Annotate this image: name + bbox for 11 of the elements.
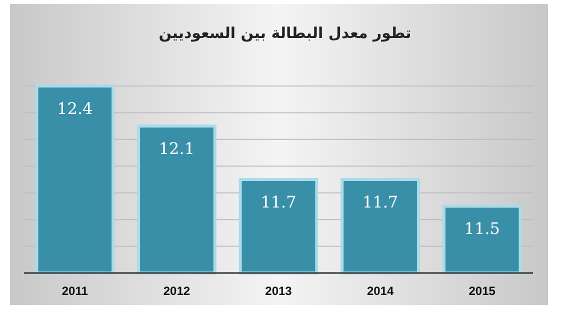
chart-title: تطور معدل البطالة بين السعوديين [158, 24, 412, 42]
data-label: 11.7 [260, 192, 296, 212]
x-tick-label: 2011 [62, 284, 88, 298]
x-tick-label: 2012 [163, 284, 190, 298]
x-tick-label: 2015 [468, 284, 496, 298]
data-label: 12.1 [158, 139, 195, 158]
data-label: 12.4 [57, 99, 93, 118]
x-tick-label: 2013 [265, 284, 292, 298]
data-label: 11.7 [362, 192, 398, 212]
x-tick-label: 2014 [366, 284, 394, 298]
data-label: 11.5 [464, 219, 500, 238]
